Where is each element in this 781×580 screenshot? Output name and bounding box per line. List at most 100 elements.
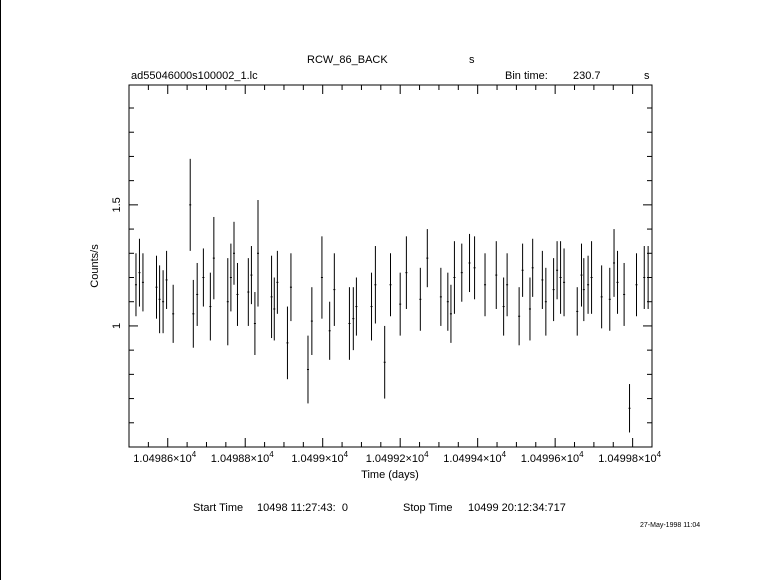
data-point — [613, 262, 616, 264]
data-point — [155, 286, 158, 288]
object-name: RCW_86_BACK — [307, 54, 388, 66]
data-point — [484, 284, 487, 286]
data-point — [426, 257, 429, 259]
data-point — [270, 296, 273, 298]
date-stamp: 27-May-1998 11:04 — [640, 522, 701, 529]
data-point — [468, 262, 471, 264]
window-left-border — [0, 0, 1, 580]
y-tick-label: 1.5 — [111, 197, 123, 212]
data-point — [544, 301, 547, 303]
data-point — [134, 284, 137, 286]
x-tick-label: 1.04996×104 — [521, 450, 584, 465]
data-point — [563, 281, 566, 283]
x-axis-label: Time (days) — [361, 469, 419, 481]
data-point — [419, 298, 422, 300]
x-tick-label: 1.04988×104 — [211, 450, 274, 465]
data-point — [370, 306, 373, 308]
data-points — [134, 158, 650, 433]
data-point — [276, 281, 279, 283]
data-point — [320, 277, 323, 279]
data-point — [528, 308, 531, 310]
data-point — [306, 369, 309, 371]
data-point — [623, 293, 626, 295]
data-point — [460, 272, 463, 274]
data-point — [389, 284, 392, 286]
data-point — [521, 269, 524, 271]
data-point — [253, 323, 256, 325]
data-point — [399, 303, 402, 305]
data-point — [453, 277, 456, 279]
data-point — [257, 252, 260, 254]
data-point — [449, 313, 452, 315]
data-point — [643, 277, 646, 279]
data-point — [600, 296, 603, 298]
data-point — [446, 301, 449, 303]
data-point — [202, 277, 205, 279]
data-point — [355, 306, 358, 308]
data-point — [158, 298, 161, 300]
data-point — [212, 257, 215, 259]
data-point — [250, 274, 253, 276]
stop-time-value: 10499 20:12:34:717 — [468, 502, 566, 514]
data-point — [647, 277, 650, 279]
data-point — [352, 318, 355, 320]
data-point — [576, 310, 579, 312]
y-axis-label: Counts/s — [89, 244, 101, 288]
data-point — [226, 301, 229, 303]
data-point — [310, 320, 313, 322]
x-tick-label: 1.04994×104 — [443, 450, 506, 465]
data-point — [495, 274, 498, 276]
data-point — [209, 306, 212, 308]
data-point — [383, 361, 386, 363]
data-point — [348, 323, 351, 325]
data-point — [273, 308, 276, 310]
data-point — [165, 279, 168, 281]
data-point — [439, 296, 442, 298]
data-point — [506, 284, 509, 286]
bin-time-label: Bin time: — [505, 70, 548, 82]
x-tick-label: 1.04998×104 — [598, 450, 661, 465]
data-point — [141, 281, 144, 283]
data-point — [582, 289, 585, 291]
data-point — [590, 277, 593, 279]
data-point — [192, 313, 195, 315]
data-point — [635, 284, 638, 286]
plot-frame — [128, 84, 653, 448]
data-point — [608, 298, 611, 300]
data-point — [556, 269, 559, 271]
data-point — [162, 301, 165, 303]
data-point — [189, 204, 192, 206]
data-point — [247, 291, 250, 293]
data-point — [518, 315, 521, 317]
data-point — [289, 286, 292, 288]
object-unit: s — [469, 54, 475, 66]
x-axis-ticks: 1.04986×104 1.04988×104 1.0499×104 1.04992×… — [128, 85, 662, 465]
y-tick-label: 1 — [111, 323, 123, 329]
data-point — [229, 277, 232, 279]
start-time-label: Start Time — [193, 502, 244, 514]
data-point — [374, 284, 377, 286]
data-point — [138, 272, 141, 274]
data-point — [333, 289, 336, 291]
data-point — [502, 306, 505, 308]
data-point — [232, 252, 235, 254]
data-point — [405, 272, 408, 274]
data-point — [559, 277, 562, 279]
data-point — [580, 274, 583, 276]
x-tick-label: 1.0499×104 — [291, 450, 348, 465]
data-point — [328, 330, 331, 332]
data-point — [587, 284, 590, 286]
data-point — [552, 289, 555, 291]
data-point — [286, 342, 289, 344]
data-point — [196, 293, 199, 295]
data-point — [628, 407, 631, 409]
filename-label: ad55046000s100002_1.lc — [131, 70, 258, 82]
data-point — [172, 313, 175, 315]
data-point — [541, 279, 544, 281]
data-point — [616, 281, 619, 283]
bin-time-value: 230.7 — [573, 70, 601, 82]
x-tick-label: 1.04992×104 — [366, 450, 429, 465]
data-point — [236, 293, 239, 295]
stop-time-label: Stop Time — [403, 502, 453, 514]
x-tick-label: 1.04986×104 — [133, 450, 196, 465]
